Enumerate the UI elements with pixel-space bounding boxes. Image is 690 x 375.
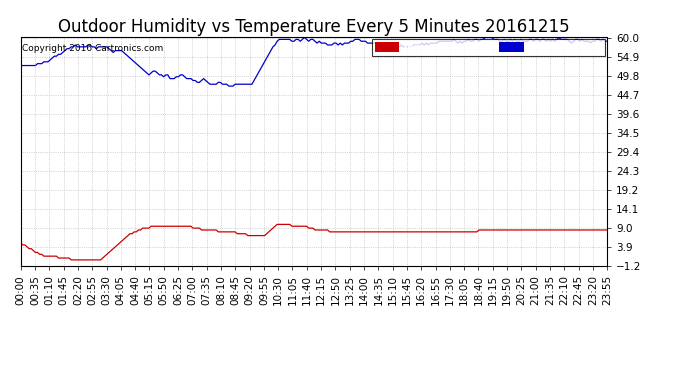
- Legend: Temperature  (°F), Humidity  (%): Temperature (°F), Humidity (%): [372, 39, 605, 56]
- Title: Outdoor Humidity vs Temperature Every 5 Minutes 20161215: Outdoor Humidity vs Temperature Every 5 …: [58, 18, 570, 36]
- Text: Copyright 2016 Cartronics.com: Copyright 2016 Cartronics.com: [22, 44, 163, 53]
